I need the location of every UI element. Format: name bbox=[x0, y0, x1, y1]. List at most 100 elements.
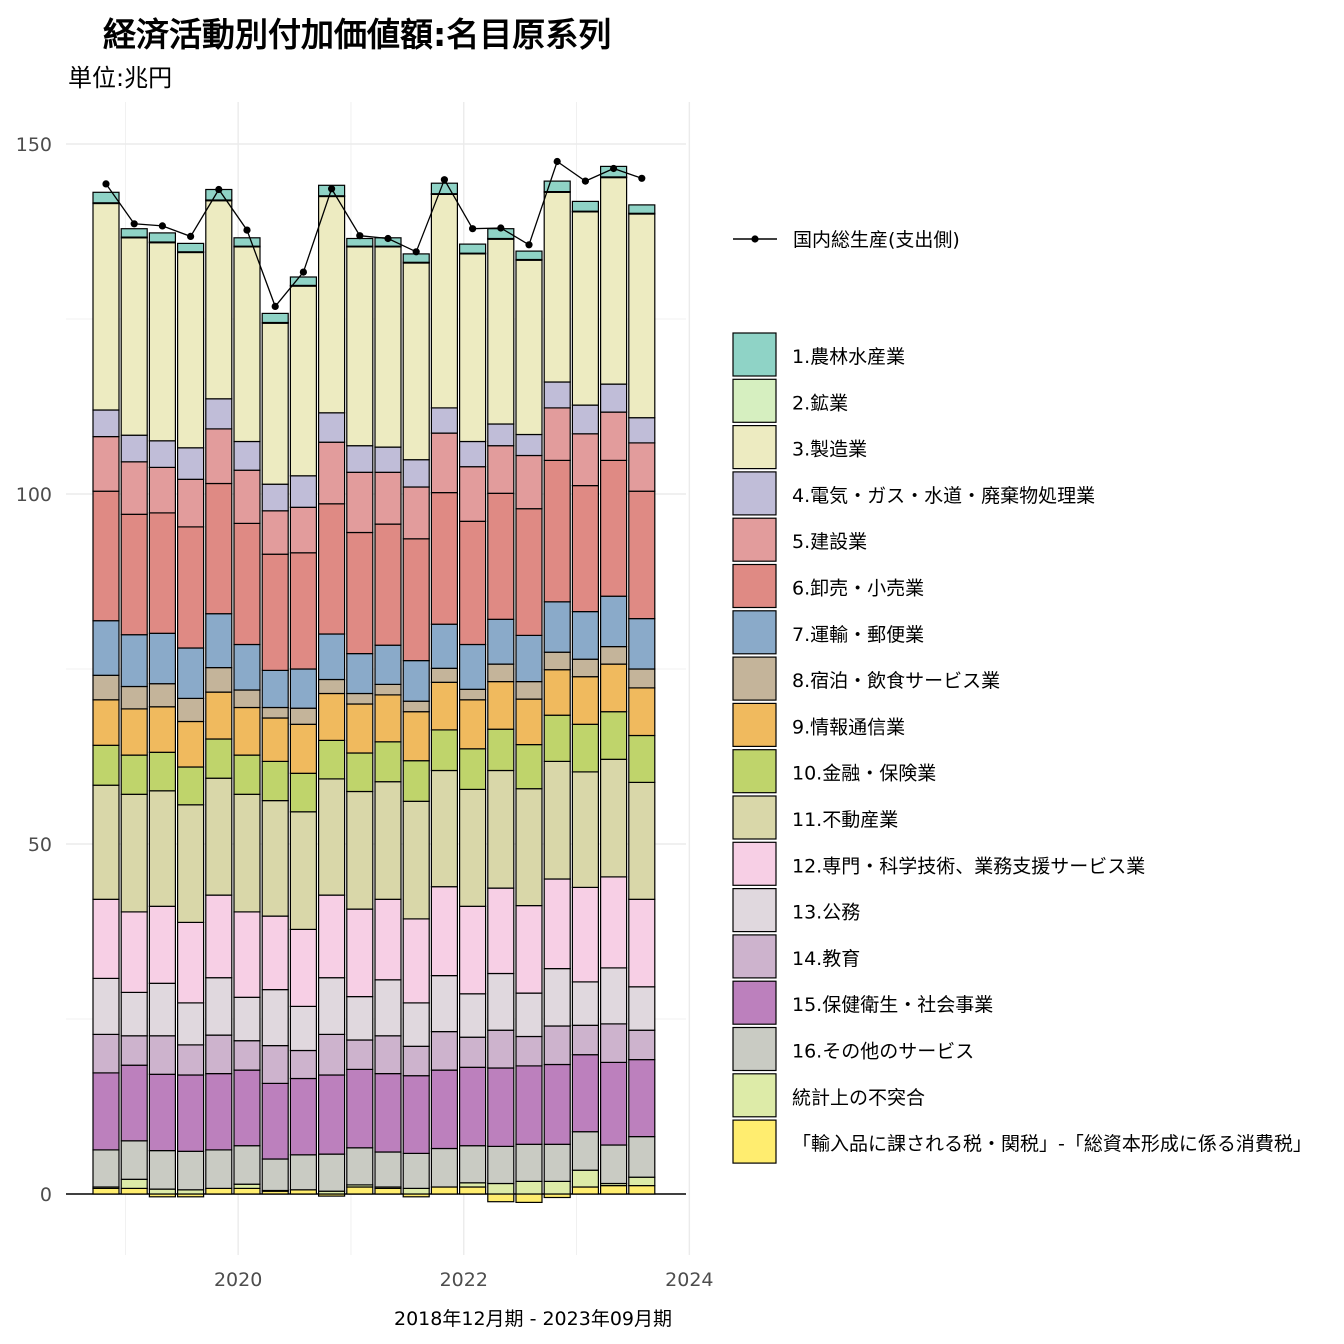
bar-segment bbox=[374, 781, 402, 900]
bar-segment bbox=[120, 1187, 148, 1195]
bar-segment bbox=[459, 1145, 487, 1184]
legend-label: 12.専門・科学技術、業務支援サービス業 bbox=[792, 855, 1145, 877]
bar-segment bbox=[402, 760, 430, 802]
bar-segment bbox=[289, 723, 317, 774]
bar-segment bbox=[487, 1067, 515, 1148]
bar-segment bbox=[571, 1131, 600, 1171]
bar-segment bbox=[120, 228, 148, 238]
bar-segment bbox=[92, 898, 120, 979]
bar-segment bbox=[374, 1187, 402, 1195]
bar-segment bbox=[177, 1189, 205, 1195]
bar-segment bbox=[571, 433, 600, 487]
bar-segment bbox=[543, 760, 571, 880]
bar-segment bbox=[177, 251, 205, 449]
bar-segment bbox=[487, 1193, 515, 1203]
bar-segment bbox=[205, 482, 233, 615]
bar-segment bbox=[374, 446, 402, 473]
bar-segment bbox=[515, 992, 543, 1038]
bar-segment bbox=[148, 790, 176, 907]
gdp-point bbox=[299, 268, 307, 276]
bar-segment bbox=[515, 433, 543, 457]
bar-segment bbox=[148, 706, 176, 753]
bar-segment bbox=[402, 918, 430, 1004]
bar-segment bbox=[430, 407, 458, 434]
bar-segment bbox=[289, 707, 317, 725]
bar-segment bbox=[233, 1187, 261, 1195]
bar-segment bbox=[233, 1145, 261, 1185]
bar-segment bbox=[318, 1153, 346, 1192]
bar-segment bbox=[374, 741, 402, 783]
bar-segment bbox=[402, 1002, 430, 1047]
bar-segment bbox=[289, 772, 317, 813]
bar-segment bbox=[402, 659, 430, 702]
bar-segment bbox=[261, 717, 289, 763]
bar-segment bbox=[374, 694, 402, 743]
bar-segment bbox=[346, 445, 374, 473]
bar-segment bbox=[318, 692, 346, 742]
bar-segment bbox=[515, 904, 543, 994]
legend-key bbox=[732, 934, 777, 979]
bar-segment bbox=[233, 996, 261, 1042]
bar-segment bbox=[289, 1049, 317, 1080]
bar-segment bbox=[515, 1035, 543, 1067]
bar-segment bbox=[543, 191, 571, 383]
bar-segment bbox=[459, 253, 487, 443]
bar-segment bbox=[120, 1178, 148, 1190]
legend-label: 9.情報通信業 bbox=[792, 716, 905, 738]
bar-segment bbox=[261, 915, 289, 991]
x-tick-label: 2022 bbox=[440, 1269, 488, 1291]
legend-key bbox=[732, 1073, 777, 1118]
bar-segment bbox=[628, 617, 656, 670]
bar-segment bbox=[148, 751, 176, 792]
legend-label: 1.農林水産業 bbox=[792, 346, 905, 368]
bar-segment bbox=[599, 758, 628, 878]
bar-segment bbox=[120, 434, 148, 463]
bar-segment bbox=[628, 668, 656, 689]
bar-segment bbox=[515, 259, 543, 436]
bar-segment bbox=[543, 651, 571, 671]
bar-segment bbox=[628, 1058, 656, 1138]
bar-segment bbox=[177, 447, 205, 480]
bar-segment bbox=[571, 211, 600, 406]
gdp-point bbox=[130, 220, 138, 228]
bar-segment bbox=[374, 1035, 402, 1075]
bar-segment bbox=[571, 404, 600, 435]
bar-segment bbox=[92, 977, 120, 1036]
bar-segment bbox=[233, 469, 261, 525]
bar-segment bbox=[402, 459, 430, 488]
gdp-point bbox=[638, 174, 646, 182]
bar-segment bbox=[318, 633, 346, 681]
bar-segment bbox=[515, 1180, 543, 1195]
bar-segment bbox=[402, 1187, 430, 1195]
bar-segment bbox=[628, 1176, 656, 1187]
bar-segment bbox=[599, 711, 628, 760]
bar-segment bbox=[346, 1186, 374, 1195]
bar-segment bbox=[346, 1147, 374, 1186]
bar-segment bbox=[571, 1186, 600, 1195]
bar-segment bbox=[628, 687, 656, 737]
bar-segment bbox=[599, 1023, 628, 1064]
gdp-point bbox=[271, 302, 279, 310]
bar-segment bbox=[120, 911, 148, 994]
bar-segment bbox=[487, 663, 515, 683]
gdp-point bbox=[412, 248, 420, 256]
legend-key bbox=[732, 702, 777, 748]
bar-segment bbox=[487, 238, 515, 425]
bar-segment bbox=[289, 811, 317, 930]
bar-segment bbox=[233, 1069, 261, 1147]
bar-segment bbox=[318, 1033, 346, 1076]
bar-segment bbox=[177, 697, 205, 723]
bar-segment bbox=[628, 417, 656, 444]
bar-segment bbox=[205, 1034, 233, 1075]
bar-segment bbox=[177, 766, 205, 806]
bar-segment bbox=[177, 242, 205, 253]
legend-key bbox=[732, 610, 777, 655]
bar-segment bbox=[459, 905, 487, 995]
gdp-point bbox=[215, 185, 223, 194]
bar-segment bbox=[289, 552, 317, 670]
legend-key bbox=[732, 841, 777, 886]
bar-segment bbox=[430, 1069, 458, 1150]
bar-segment bbox=[374, 979, 402, 1037]
gdp-point bbox=[553, 157, 561, 166]
bar-segment bbox=[402, 538, 430, 662]
